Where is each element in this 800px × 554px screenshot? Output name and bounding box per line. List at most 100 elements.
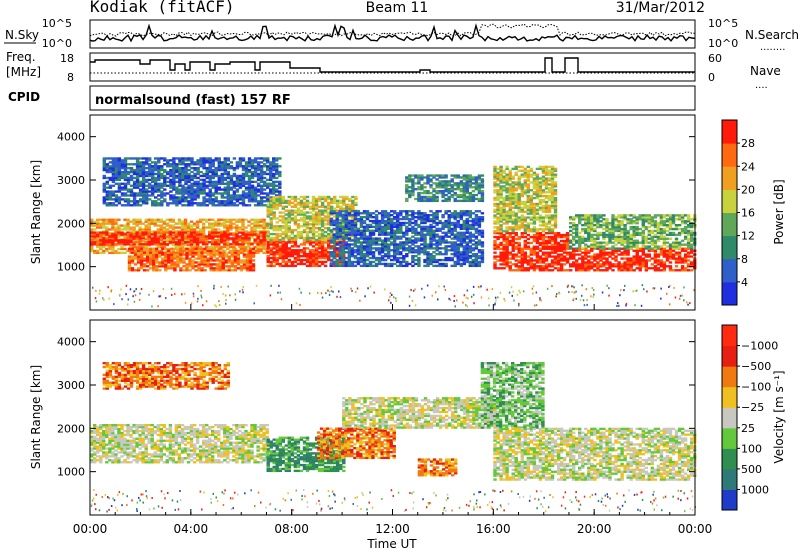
echo-cell [435,249,439,252]
echo-cell [411,191,415,195]
echo-cell [278,238,283,242]
echo-cell [108,186,113,189]
echo-cell [462,247,467,250]
echo-cell [390,262,394,266]
echo-cell [145,178,149,182]
echo-cell [190,170,194,174]
echo-cell [544,241,549,245]
echo-cell [184,186,188,189]
echo-cell [163,192,167,195]
echo-cell [136,261,141,264]
echo-cell [259,224,263,227]
echo-cell [232,192,237,195]
echo-cell [244,242,248,245]
echo-cell [235,180,240,184]
echo-cell [269,165,273,168]
echo-cell [160,204,164,207]
echo-cell [305,199,310,203]
echo-cell [191,251,195,254]
echo-cell [105,222,109,225]
echo-cell [247,220,251,223]
echo-cell [529,251,534,254]
echo-cell [302,255,307,258]
echo-cell [459,193,464,197]
echo-cell [417,256,421,260]
echo-cell [215,257,219,260]
echo-cell [175,198,179,201]
echo-cell [162,245,167,249]
echo-cell [108,176,113,180]
echo-cell [256,233,260,236]
echo-cell [190,184,194,187]
echo-cell [229,224,233,227]
echo-cell [368,233,373,236]
echo-cell [170,259,174,262]
echo-cell [408,193,412,197]
echo-cell [374,241,379,244]
echo-cell [269,209,273,212]
echo-cell [532,269,537,272]
echo-cell [441,221,445,225]
echo-cell [387,239,391,242]
echo-cell [444,256,448,260]
echo-cell [314,255,319,258]
echo-cell [117,202,122,205]
echo-cell [275,163,279,166]
echo-cell [127,247,132,250]
echo-cell [417,188,421,191]
echo-cell [559,245,564,248]
echo-cell [405,197,409,201]
echo-cell [193,202,197,205]
echo-cell [435,199,439,203]
echo-cell [281,207,286,210]
echo-cell [314,217,319,220]
echo-cell [459,214,464,217]
echo-cell [347,239,352,242]
echo-cell [138,170,143,174]
echo-cell [323,215,328,218]
echo-cell [354,201,358,205]
echo-cell [185,249,189,252]
echo-cell [474,264,479,268]
echo-cell [223,241,227,244]
echo-cell [226,182,231,185]
echo-cell [145,159,149,162]
echo-cell [441,182,445,185]
echo-cell [502,245,506,248]
echo-cell [550,239,555,243]
echo-cell [505,235,509,239]
echo-cell [211,194,215,197]
echo-cell [248,263,253,266]
echo-cell [178,196,182,199]
echo-cell [338,227,343,231]
echo-cell [148,190,152,193]
echo-cell [335,223,339,227]
echo-cell [226,230,230,233]
echo-cell [323,249,328,252]
echo-cell [229,200,234,203]
echo-cell [211,180,215,184]
echo-cell [281,236,286,240]
echo-cell [239,261,244,264]
echo-cell [281,238,286,242]
echo-cell [102,218,106,221]
echo-cell [153,220,157,223]
echo-cell [387,212,391,215]
echo-cell [217,202,222,205]
echo-cell [327,213,331,216]
echo-cell [347,260,352,264]
echo-cell [206,265,210,268]
echo-cell [477,251,482,254]
echo-cell [253,220,257,223]
echo-cell [327,258,331,262]
echo-cell [111,190,116,193]
echo-cell [199,182,203,185]
echo-cell [226,226,230,229]
echo-cell [241,180,246,184]
echo-cell [202,174,206,178]
echo-cell [217,200,222,203]
echo-cell [296,211,301,214]
echo-cell [187,194,191,197]
echo-cell [423,264,427,268]
echo-cell [187,180,191,184]
